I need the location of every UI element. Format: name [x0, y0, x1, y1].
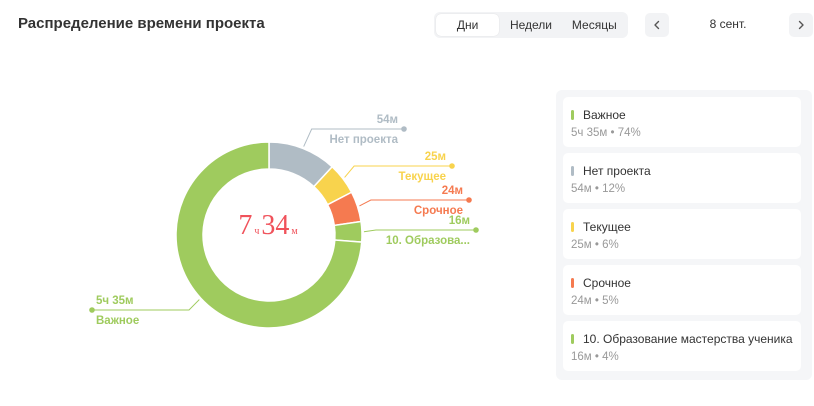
slice-value-label: 54м — [377, 114, 398, 126]
legend-item-urgent[interactable]: Срочное 24м • 5% — [563, 265, 801, 315]
slice-value-label: 5ч 35м — [96, 295, 134, 307]
legend-value: 16м • 4% — [571, 351, 619, 363]
legend-item-no-project[interactable]: Нет проекта 54м • 12% — [563, 153, 801, 203]
legend-label: Нет проекта — [583, 164, 651, 178]
slice-name-label: Нет проекта — [329, 134, 398, 146]
chevron-left-icon — [654, 20, 660, 30]
slice-value-label: 24м — [442, 185, 463, 197]
leader-line — [303, 128, 404, 147]
leader-dot — [89, 307, 95, 313]
period-switcher: Дни Недели Месяцы — [434, 12, 628, 38]
legend-value: 54м • 12% — [571, 183, 626, 195]
hours-unit: ч — [254, 226, 260, 237]
tab-weeks[interactable]: Недели — [509, 18, 553, 32]
next-date-button[interactable] — [789, 13, 813, 37]
minutes-unit: м — [291, 226, 298, 237]
total-time: 7 ч34 м — [206, 210, 332, 242]
legend-label: Текущее — [583, 220, 631, 234]
slice-value-label: 25м — [425, 151, 446, 163]
total-minutes: 34 — [261, 210, 290, 241]
leader-line — [92, 299, 200, 311]
slice-name-label: Срочное — [414, 205, 463, 217]
chevron-right-icon — [798, 20, 804, 30]
donut-slice[interactable] — [175, 141, 363, 329]
legend-label: 10. Образование мастерства ученика — [583, 332, 793, 346]
slice-name-label: Текущее — [399, 171, 447, 183]
legend-color-marker — [571, 278, 574, 288]
leader-dot — [401, 126, 407, 132]
leader-line — [344, 165, 452, 178]
leader-line — [363, 229, 476, 233]
leader-dot — [449, 163, 455, 169]
legend-color-marker — [571, 166, 574, 176]
legend-color-marker — [571, 222, 574, 232]
legend-item-education[interactable]: 10. Образование мастерства ученика 16м •… — [563, 321, 801, 371]
tab-days[interactable]: Дни — [436, 14, 500, 36]
slice-name-label: 10. Образова... — [386, 235, 470, 247]
total-hours: 7 — [238, 210, 253, 241]
leader-line — [359, 199, 469, 207]
legend-panel: Важное 5ч 35м • 74% Нет проекта 54м • 12… — [556, 90, 812, 380]
legend-item-current[interactable]: Текущее 25м • 6% — [563, 209, 801, 259]
donut-slice[interactable] — [333, 220, 363, 243]
legend-item-important[interactable]: Важное 5ч 35м • 74% — [563, 97, 801, 147]
legend-value: 25м • 6% — [571, 239, 619, 251]
leader-dot — [466, 197, 472, 203]
legend-label: Важное — [583, 108, 626, 122]
tab-months[interactable]: Месяцы — [571, 18, 617, 32]
slice-name-label: Важное — [96, 315, 139, 327]
prev-date-button[interactable] — [645, 13, 669, 37]
current-date: 8 сент. — [709, 17, 747, 31]
leader-dot — [473, 227, 479, 233]
legend-color-marker — [571, 334, 574, 344]
legend-value: 24м • 5% — [571, 295, 619, 307]
legend-color-marker — [571, 110, 574, 120]
slice-value-label: 16м — [449, 215, 470, 227]
legend-value: 5ч 35м • 74% — [571, 127, 641, 139]
legend-label: Срочное — [583, 276, 631, 290]
page-title: Распределение времени проекта — [18, 15, 265, 32]
